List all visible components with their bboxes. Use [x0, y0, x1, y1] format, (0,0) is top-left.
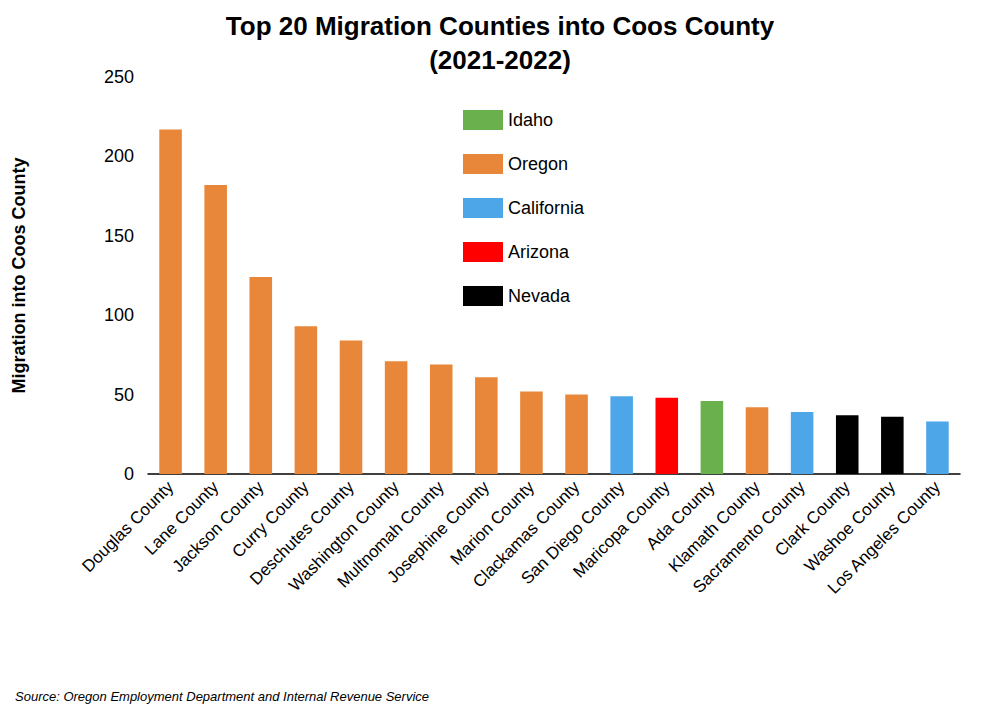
svg-text:150: 150 — [104, 226, 134, 246]
svg-text:Clackamas County: Clackamas County — [469, 477, 584, 592]
svg-text:Migration into Coos County: Migration into Coos County — [9, 158, 29, 394]
svg-text:Nevada: Nevada — [508, 286, 571, 306]
svg-text:Sacramento County: Sacramento County — [689, 477, 809, 597]
svg-text:Marion County: Marion County — [446, 477, 539, 569]
svg-text:100: 100 — [104, 305, 134, 325]
svg-text:Lane County: Lane County — [140, 477, 223, 559]
svg-text:Idaho: Idaho — [508, 110, 553, 130]
svg-text:Deschutes County: Deschutes County — [246, 477, 358, 589]
svg-text:California: California — [508, 198, 585, 218]
svg-text:Maricopa County: Maricopa County — [569, 477, 674, 582]
svg-text:Jackson County: Jackson County — [168, 477, 268, 577]
svg-text:Top 20 Migration Counties into: Top 20 Migration Counties into Coos Coun… — [226, 11, 775, 41]
svg-text:Clark County: Clark County — [771, 477, 854, 561]
svg-text:250: 250 — [104, 67, 134, 87]
svg-text:Source: Oregon Employment Depa: Source: Oregon Employment Department and… — [15, 689, 429, 704]
svg-text:Arizona: Arizona — [508, 242, 570, 262]
svg-text:Klamath County: Klamath County — [664, 477, 764, 577]
svg-text:(2021-2022): (2021-2022) — [429, 45, 571, 75]
svg-text:Washoe County: Washoe County — [800, 477, 900, 576]
svg-text:San Diego County: San Diego County — [517, 477, 629, 589]
svg-text:Ada County: Ada County — [642, 477, 719, 554]
svg-text:Los Angeles County: Los Angeles County — [824, 477, 945, 598]
svg-text:Oregon: Oregon — [508, 154, 568, 174]
svg-text:0: 0 — [124, 464, 134, 484]
svg-text:Washington County: Washington County — [285, 477, 403, 596]
svg-text:Curry County: Curry County — [228, 477, 313, 562]
svg-text:50: 50 — [114, 385, 134, 405]
svg-text:200: 200 — [104, 146, 134, 166]
svg-text:Josephine County: Josephine County — [383, 477, 494, 587]
svg-text:Multnomah County: Multnomah County — [333, 477, 448, 592]
svg-text:Douglas County: Douglas County — [78, 477, 178, 577]
